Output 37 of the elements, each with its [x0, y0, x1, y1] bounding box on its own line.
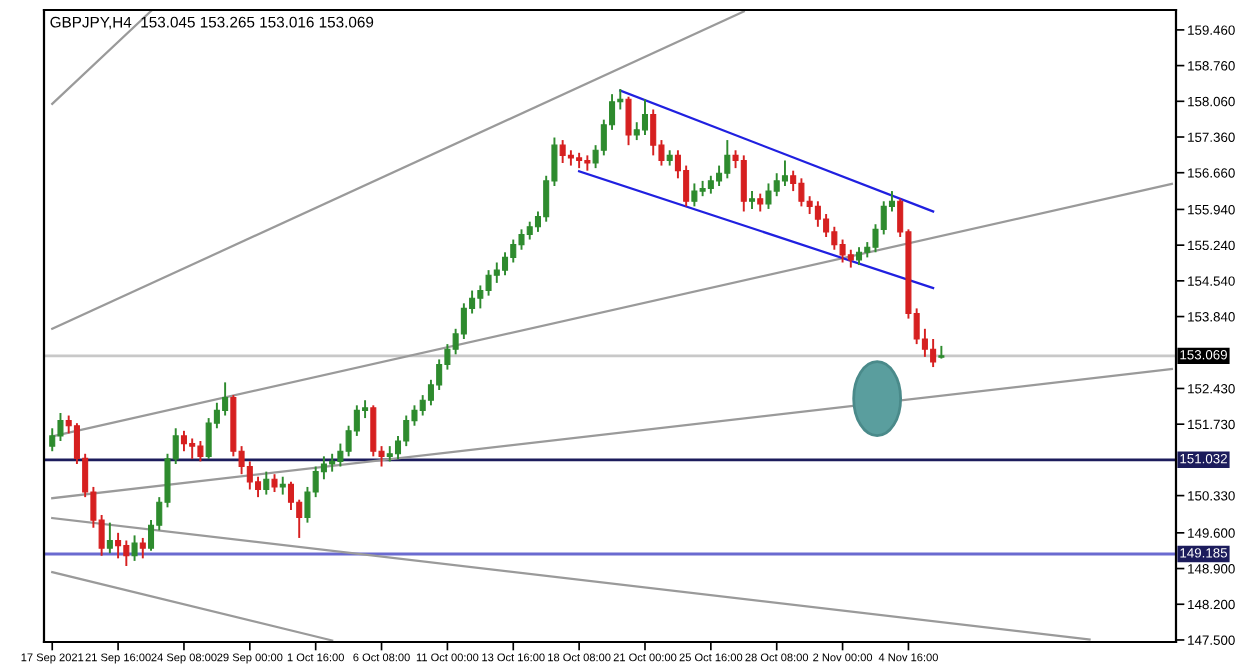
candlestick: [823, 213, 830, 238]
candlestick: [839, 238, 846, 264]
candlestick: [518, 228, 525, 251]
candlestick: [625, 95, 632, 147]
candlestick: [559, 139, 566, 164]
candlestick: [106, 521, 113, 555]
candlestick: [493, 261, 500, 284]
candlestick: [370, 404, 377, 458]
candlestick: [57, 412, 64, 442]
candlestick: [930, 338, 937, 369]
candlestick: [831, 225, 838, 251]
candlestick: [650, 108, 657, 157]
candlestick: [502, 251, 509, 277]
candlestick: [139, 536, 146, 560]
candlestick: [485, 269, 492, 297]
candlestick: [765, 182, 772, 210]
candlestick: [798, 177, 805, 208]
candlestick: [403, 414, 410, 448]
candlestick: [814, 200, 821, 228]
candlestick: [49, 427, 56, 453]
candlestick: [263, 470, 270, 496]
candlestick: [773, 172, 780, 198]
candlestick: [691, 182, 698, 208]
candlestick: [180, 429, 187, 453]
candlestick: [740, 154, 747, 213]
candlestick: [724, 139, 731, 180]
candlestick: [131, 534, 138, 562]
candlestick: [222, 381, 229, 417]
candlestick: [510, 238, 517, 264]
candlestick: [641, 98, 649, 136]
candlestick: [781, 159, 788, 187]
candlestick: [197, 440, 204, 463]
candlestick: [205, 417, 212, 460]
candlestick: [287, 480, 295, 511]
candlestick: [115, 531, 122, 560]
candlestick: [189, 437, 196, 460]
candlestick: [123, 539, 130, 567]
